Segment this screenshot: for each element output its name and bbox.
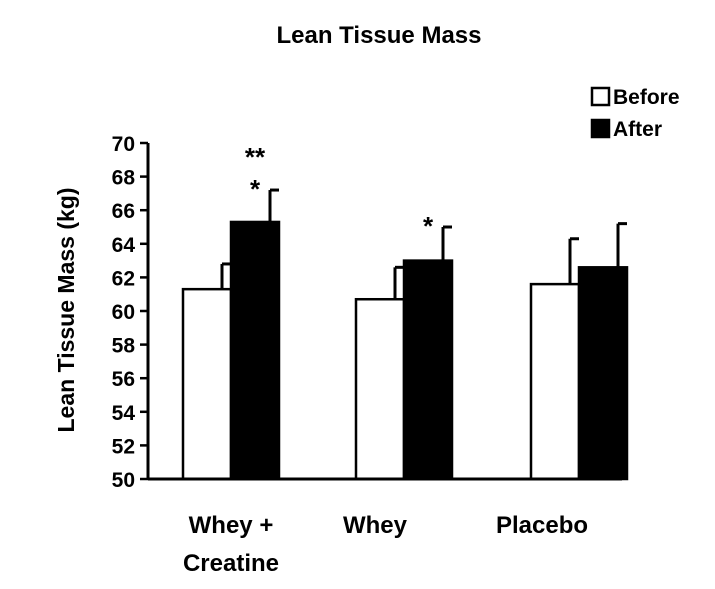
y-tick-label: 54: [112, 402, 136, 425]
legend-swatch-after: [590, 118, 611, 139]
legend-label: Before: [613, 86, 680, 109]
x-category-label: Whey +: [189, 512, 274, 539]
legend: Before After: [590, 86, 680, 141]
y-tick-label: 58: [112, 335, 136, 358]
significance-marker: *: [423, 211, 434, 241]
y-tick-label: 50: [112, 469, 135, 492]
y-tick-label: 62: [112, 267, 135, 290]
x-category-label: Whey: [343, 512, 408, 539]
bar-before: [529, 282, 581, 481]
y-axis-label: Lean Tissue Mass (kg): [53, 188, 79, 433]
y-tick-label: 52: [112, 435, 135, 458]
x-category-label: Placebo: [496, 512, 588, 539]
bar-after: [402, 259, 454, 481]
plot-area: 50 52 54 56 58 60 62 64 66 68 70 Whey + Creatine Whey…: [112, 133, 629, 577]
chart-title: Lean Tissue Mass: [277, 22, 482, 49]
x-category-label: Creatine: [183, 550, 279, 577]
y-tick-label: 66: [112, 200, 135, 223]
y-tick-label: 56: [112, 368, 135, 391]
significance-marker: *: [250, 174, 261, 204]
bar-after: [229, 220, 281, 481]
legend-swatch-before: [590, 86, 611, 107]
bar-after: [577, 266, 629, 481]
y-tick-label: 60: [112, 301, 135, 324]
bar-before: [354, 297, 406, 481]
y-tick-label: 68: [112, 167, 136, 190]
y-tick-label: 64: [112, 234, 136, 257]
bar-before: [181, 287, 233, 481]
significance-marker: **: [245, 142, 266, 172]
y-tick-label: 70: [112, 133, 135, 156]
legend-label: After: [613, 118, 662, 141]
